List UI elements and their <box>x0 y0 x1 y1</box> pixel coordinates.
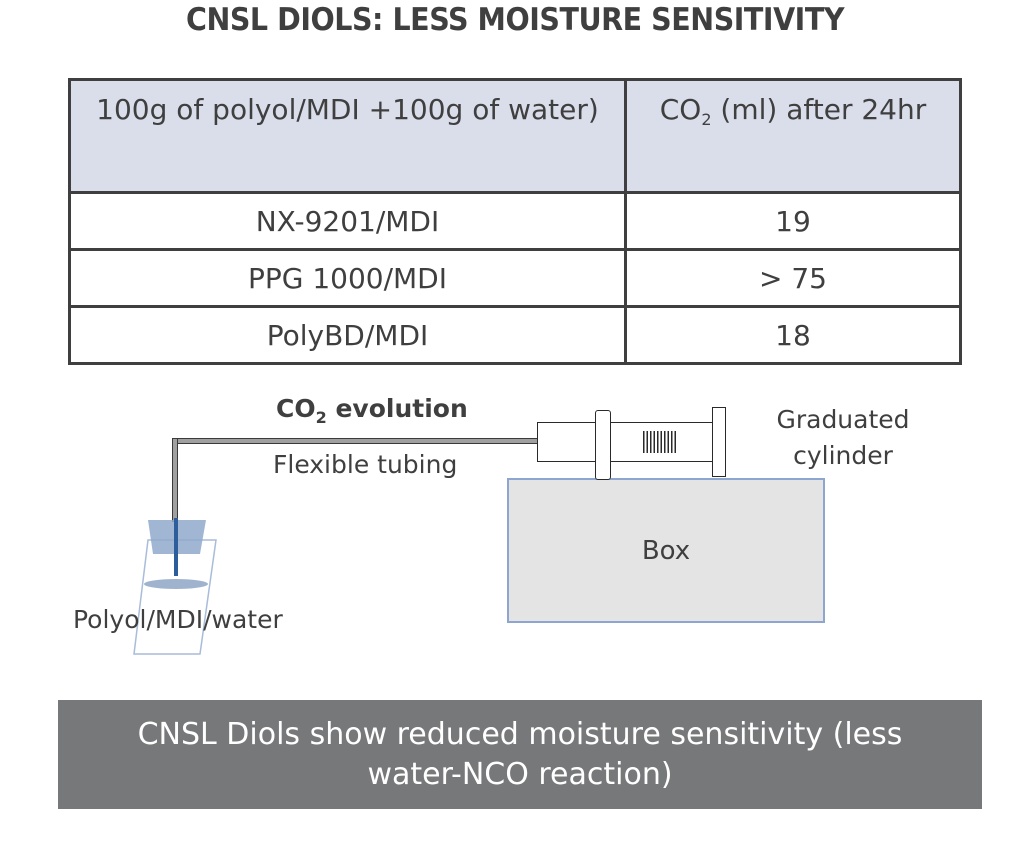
box-shape: Box <box>507 478 825 623</box>
flask-icon <box>133 518 217 655</box>
co2-evolution-label: CO2 evolution <box>276 394 468 427</box>
table-row: PPG 1000/MDI > 75 <box>68 248 962 308</box>
graduated-cylinder-label: Graduated cylinder <box>776 405 910 470</box>
conclusion-banner: CNSL Diols show reduced moisture sensiti… <box>58 700 982 809</box>
results-table: 100g of polyol/MDI +100g of water) CO2 (… <box>68 78 962 365</box>
header-co2: CO2 (ml) after 24hr <box>624 78 962 194</box>
cell-sample: PolyBD/MDI <box>68 305 627 365</box>
table-row: NX-9201/MDI 19 <box>68 191 962 251</box>
table-header-row: 100g of polyol/MDI +100g of water) CO2 (… <box>68 78 962 194</box>
graduation-marks-icon <box>643 431 677 453</box>
flexible-tubing-label: Flexible tubing <box>273 450 458 479</box>
cell-sample: PPG 1000/MDI <box>68 248 627 308</box>
table-row: PolyBD/MDI 18 <box>68 305 962 365</box>
flexible-tubing-horizontal <box>172 438 538 444</box>
header-sample: 100g of polyol/MDI +100g of water) <box>68 78 627 194</box>
graduated-cylinder-barrel <box>537 422 713 462</box>
box-label: Box <box>641 535 691 566</box>
cell-co2: > 75 <box>624 248 962 308</box>
cell-sample: NX-9201/MDI <box>68 191 627 251</box>
graduated-cylinder-plunger <box>712 407 726 477</box>
cell-co2: 19 <box>624 191 962 251</box>
graduated-cylinder-clamp <box>595 410 611 480</box>
flask-label: Polyol/MDI/water <box>73 605 283 634</box>
page-title: CNSL DIOLS: LESS MOISTURE SENSITIVITY <box>185 2 845 38</box>
cell-co2: 18 <box>624 305 962 365</box>
